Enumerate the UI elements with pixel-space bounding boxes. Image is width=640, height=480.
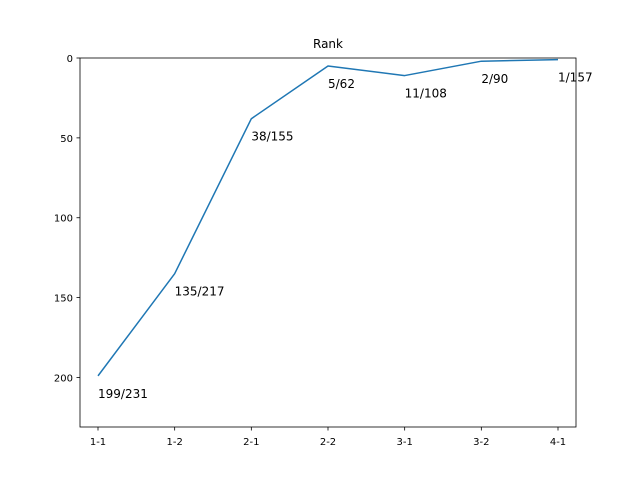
data-label: 38/155 [251,130,293,144]
plot-frame [79,57,577,428]
data-label: 5/62 [328,77,355,91]
y-tick-label: 200 [54,373,73,384]
ticks: 1-1 1-2 2-1 2-2 3-1 3-2 4-1 0 50 100 150 200 [54,54,566,448]
x-tick-label: 1-2 [166,437,182,448]
y-tick-label: 100 [54,214,73,225]
y-tick-label: 150 [54,294,73,305]
y-tick-label: 50 [60,134,73,145]
data-label: 135/217 [175,285,225,299]
data-label: 199/231 [98,387,148,401]
data-label: 1/157 [558,71,593,85]
data-label: 11/108 [405,87,447,101]
series-layer [97,58,559,377]
chart-title: Rank [313,37,343,51]
x-tick-label: 3-2 [473,437,489,448]
x-tick-label: 2-1 [243,437,259,448]
series-line [97,58,559,377]
x-tick-label: 2-2 [320,437,336,448]
data-labels: 199/231 135/217 38/155 5/62 11/108 2/90 1/157 [98,71,593,401]
y-tick-label: 0 [67,54,73,65]
x-tick-label: 3-1 [396,437,412,448]
data-label: 2/90 [481,72,508,86]
x-tick-label: 4-1 [550,437,566,448]
x-tick-label: 1-1 [90,437,106,448]
axes [79,57,577,428]
